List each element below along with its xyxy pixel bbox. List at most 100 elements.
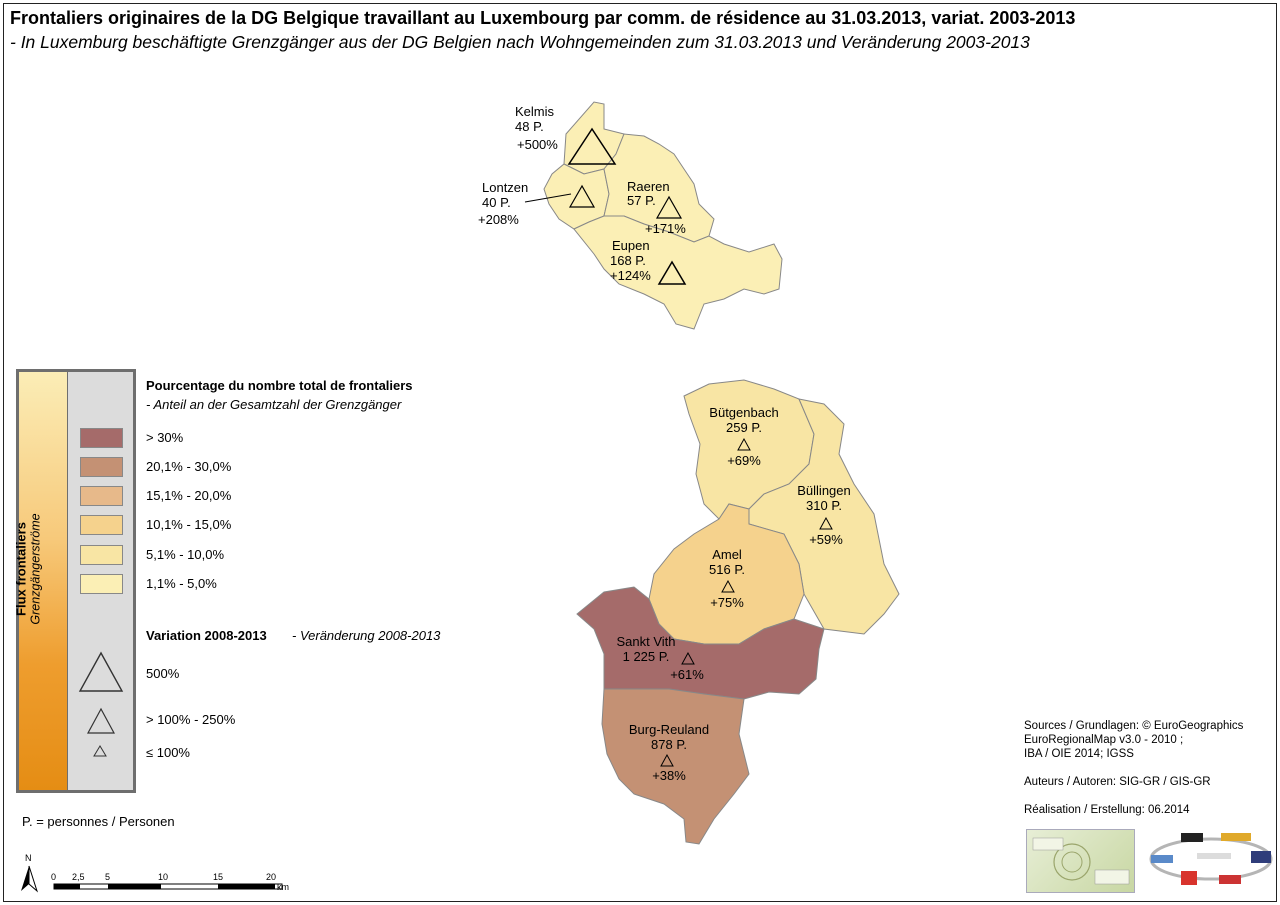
- variation-triangle-butgenbach: [737, 437, 751, 451]
- label-eupen: Eupen 168 P. +124%: [610, 238, 651, 283]
- sources-line-1: Sources / Grundlagen: © EuroGeographics: [1024, 720, 1244, 732]
- sources-realisation: Réalisation / Erstellung: 06.2014: [1024, 804, 1190, 816]
- partner-logo-info-icon: [1181, 833, 1203, 842]
- partner-logo-inmfs-icon: [1219, 875, 1241, 884]
- svg-text:516 P.: 516 P.: [709, 562, 745, 577]
- variation-triangle-lontzen: [568, 184, 596, 208]
- gis-gr-logo: [1026, 829, 1135, 893]
- variation-triangle-bullingen: [819, 516, 833, 530]
- legend-strip: [19, 372, 68, 790]
- svg-text:+124%: +124%: [610, 268, 651, 283]
- legend-triangle-small-label: ≤ 100%: [146, 745, 190, 760]
- legend-variation-subtitle: - Veränderung 2008-2013: [292, 628, 441, 643]
- map-frame: Kelmis 48 P. +500% Lontzen 40 P. +208% R…: [3, 3, 1277, 902]
- svg-text:+61%: +61%: [670, 667, 704, 682]
- legend-triangle-large-icon: [78, 651, 124, 692]
- legend-class-label-4: 10,1% - 15,0%: [146, 517, 232, 532]
- commune-burg-reuland[interactable]: [601, 688, 750, 845]
- svg-text:5: 5: [105, 872, 110, 882]
- variation-triangle-kelmis: [567, 127, 617, 165]
- label-butgenbach: Bütgenbach 259 P. +69%: [709, 405, 778, 468]
- variation-triangle-raeren: [655, 195, 683, 219]
- legend-swatch-4: [80, 515, 123, 535]
- svg-text:259 P.: 259 P.: [726, 420, 762, 435]
- legend-class-label-2: 20,1% - 30,0%: [146, 459, 232, 474]
- svg-text:310 P.: 310 P.: [806, 498, 842, 513]
- legend-share-subtitle: - Anteil an der Gesamtzahl der Grenzgäng…: [146, 397, 402, 412]
- label-sankt-vith: Sankt Vith 1 225 P. +61%: [616, 634, 704, 682]
- variation-triangle-sankt-vith: [681, 651, 695, 665]
- svg-text:10: 10: [158, 872, 168, 882]
- svg-text:+171%: +171%: [645, 221, 686, 236]
- svg-text:+59%: +59%: [809, 532, 843, 547]
- persons-note: P. = personnes / Personen: [22, 814, 175, 829]
- sources-authors: Auteurs / Autoren: SIG-GR / GIS-GR: [1024, 776, 1211, 788]
- svg-text:Amel: Amel: [712, 547, 742, 562]
- svg-text:168 P.: 168 P.: [610, 253, 646, 268]
- map-subtitle: - In Luxemburg beschäftigte Grenzgänger …: [10, 32, 1030, 52]
- label-raeren: Raeren 57 P. +171%: [627, 179, 686, 236]
- north-arrow: N: [21, 853, 39, 893]
- sources-line-3: IBA / OIE 2014; IGSS: [1024, 748, 1134, 760]
- map-canvas: Kelmis 48 P. +500% Lontzen 40 P. +208% R…: [21, 101, 900, 893]
- partner-logo-red-icon: [1181, 871, 1197, 885]
- partner-logo-blue-icon: [1151, 855, 1173, 863]
- legend-swatch-5: [80, 545, 123, 565]
- legend-strip-subtitle: Grenzgängerströme: [28, 513, 43, 625]
- legend-variation-title: Variation 2008-2013: [146, 628, 267, 643]
- sources-line-2: EuroRegionalMap v3.0 - 2010 ;: [1024, 734, 1184, 746]
- legend-class-label-1: > 30%: [146, 430, 184, 445]
- legend-swatch-1: [80, 428, 123, 448]
- svg-text:20: 20: [266, 872, 276, 882]
- partner-logo-dg-icon: [1251, 851, 1271, 863]
- legend-triangle-large-label: 500%: [146, 666, 180, 681]
- svg-text:2,5: 2,5: [72, 872, 85, 882]
- svg-text:Büllingen: Büllingen: [797, 483, 851, 498]
- legend-triangle-small-icon: [93, 745, 107, 757]
- svg-text:0: 0: [51, 872, 56, 882]
- legend-triangle-medium-label: > 100% - 250%: [146, 712, 236, 727]
- svg-text:Raeren: Raeren: [627, 179, 670, 194]
- svg-text:878 P.: 878 P.: [651, 737, 687, 752]
- lontzen-leader-line: [524, 193, 572, 203]
- legend-class-label-3: 15,1% - 20,0%: [146, 488, 232, 503]
- svg-text:+75%: +75%: [710, 595, 744, 610]
- svg-text:+208%: +208%: [478, 212, 519, 227]
- svg-text:+38%: +38%: [652, 768, 686, 783]
- svg-text:Sankt Vith: Sankt Vith: [616, 634, 675, 649]
- legend-class-label-5: 5,1% - 10,0%: [146, 547, 225, 562]
- svg-text:40 P.: 40 P.: [482, 195, 511, 210]
- svg-text:+69%: +69%: [727, 453, 761, 468]
- label-lontzen: Lontzen 40 P. +208%: [478, 180, 528, 227]
- partner-logo-lorraine-icon: [1221, 833, 1251, 841]
- svg-text:Bütgenbach: Bütgenbach: [709, 405, 778, 420]
- label-kelmis: Kelmis 48 P. +500%: [515, 104, 558, 152]
- svg-text:+500%: +500%: [517, 137, 558, 152]
- svg-text:N: N: [25, 853, 32, 863]
- svg-text:Kelmis: Kelmis: [515, 104, 555, 119]
- svg-text:57 P.: 57 P.: [627, 193, 656, 208]
- partner-logos: [1139, 829, 1274, 891]
- label-amel: Amel 516 P. +75%: [709, 547, 745, 610]
- legend-triangle-medium-icon: [86, 707, 116, 734]
- variation-triangle-burg-reuland: [660, 753, 674, 767]
- legend-swatch-2: [80, 457, 123, 477]
- legend-swatch-3: [80, 486, 123, 506]
- svg-text:Burg-Reuland: Burg-Reuland: [629, 722, 709, 737]
- scale-bar: 0 2,5 5 10 15 20 km: [51, 872, 289, 892]
- label-burg-reuland: Burg-Reuland 878 P. +38%: [629, 722, 709, 783]
- svg-text:48 P.: 48 P.: [515, 119, 544, 134]
- map-title: Frontaliers originaires de la DG Belgiqu…: [10, 8, 1076, 28]
- svg-text:Lontzen: Lontzen: [482, 180, 528, 195]
- svg-text:km: km: [277, 882, 289, 892]
- legend-strip-title: Flux frontaliers: [13, 522, 29, 616]
- variation-triangle-eupen: [657, 260, 687, 285]
- variation-triangle-amel: [721, 579, 735, 593]
- label-bullingen: Büllingen 310 P. +59%: [797, 483, 851, 547]
- legend-class-label-6: 1,1% - 5,0%: [146, 576, 217, 591]
- legend-swatch-6: [80, 574, 123, 594]
- legend-share-title: Pourcentage du nombre total de frontalie…: [146, 378, 413, 393]
- svg-text:Eupen: Eupen: [612, 238, 650, 253]
- svg-text:1 225 P.: 1 225 P.: [623, 649, 670, 664]
- sources-block: Sources / Grundlagen: © EuroGeographics …: [1024, 719, 1243, 817]
